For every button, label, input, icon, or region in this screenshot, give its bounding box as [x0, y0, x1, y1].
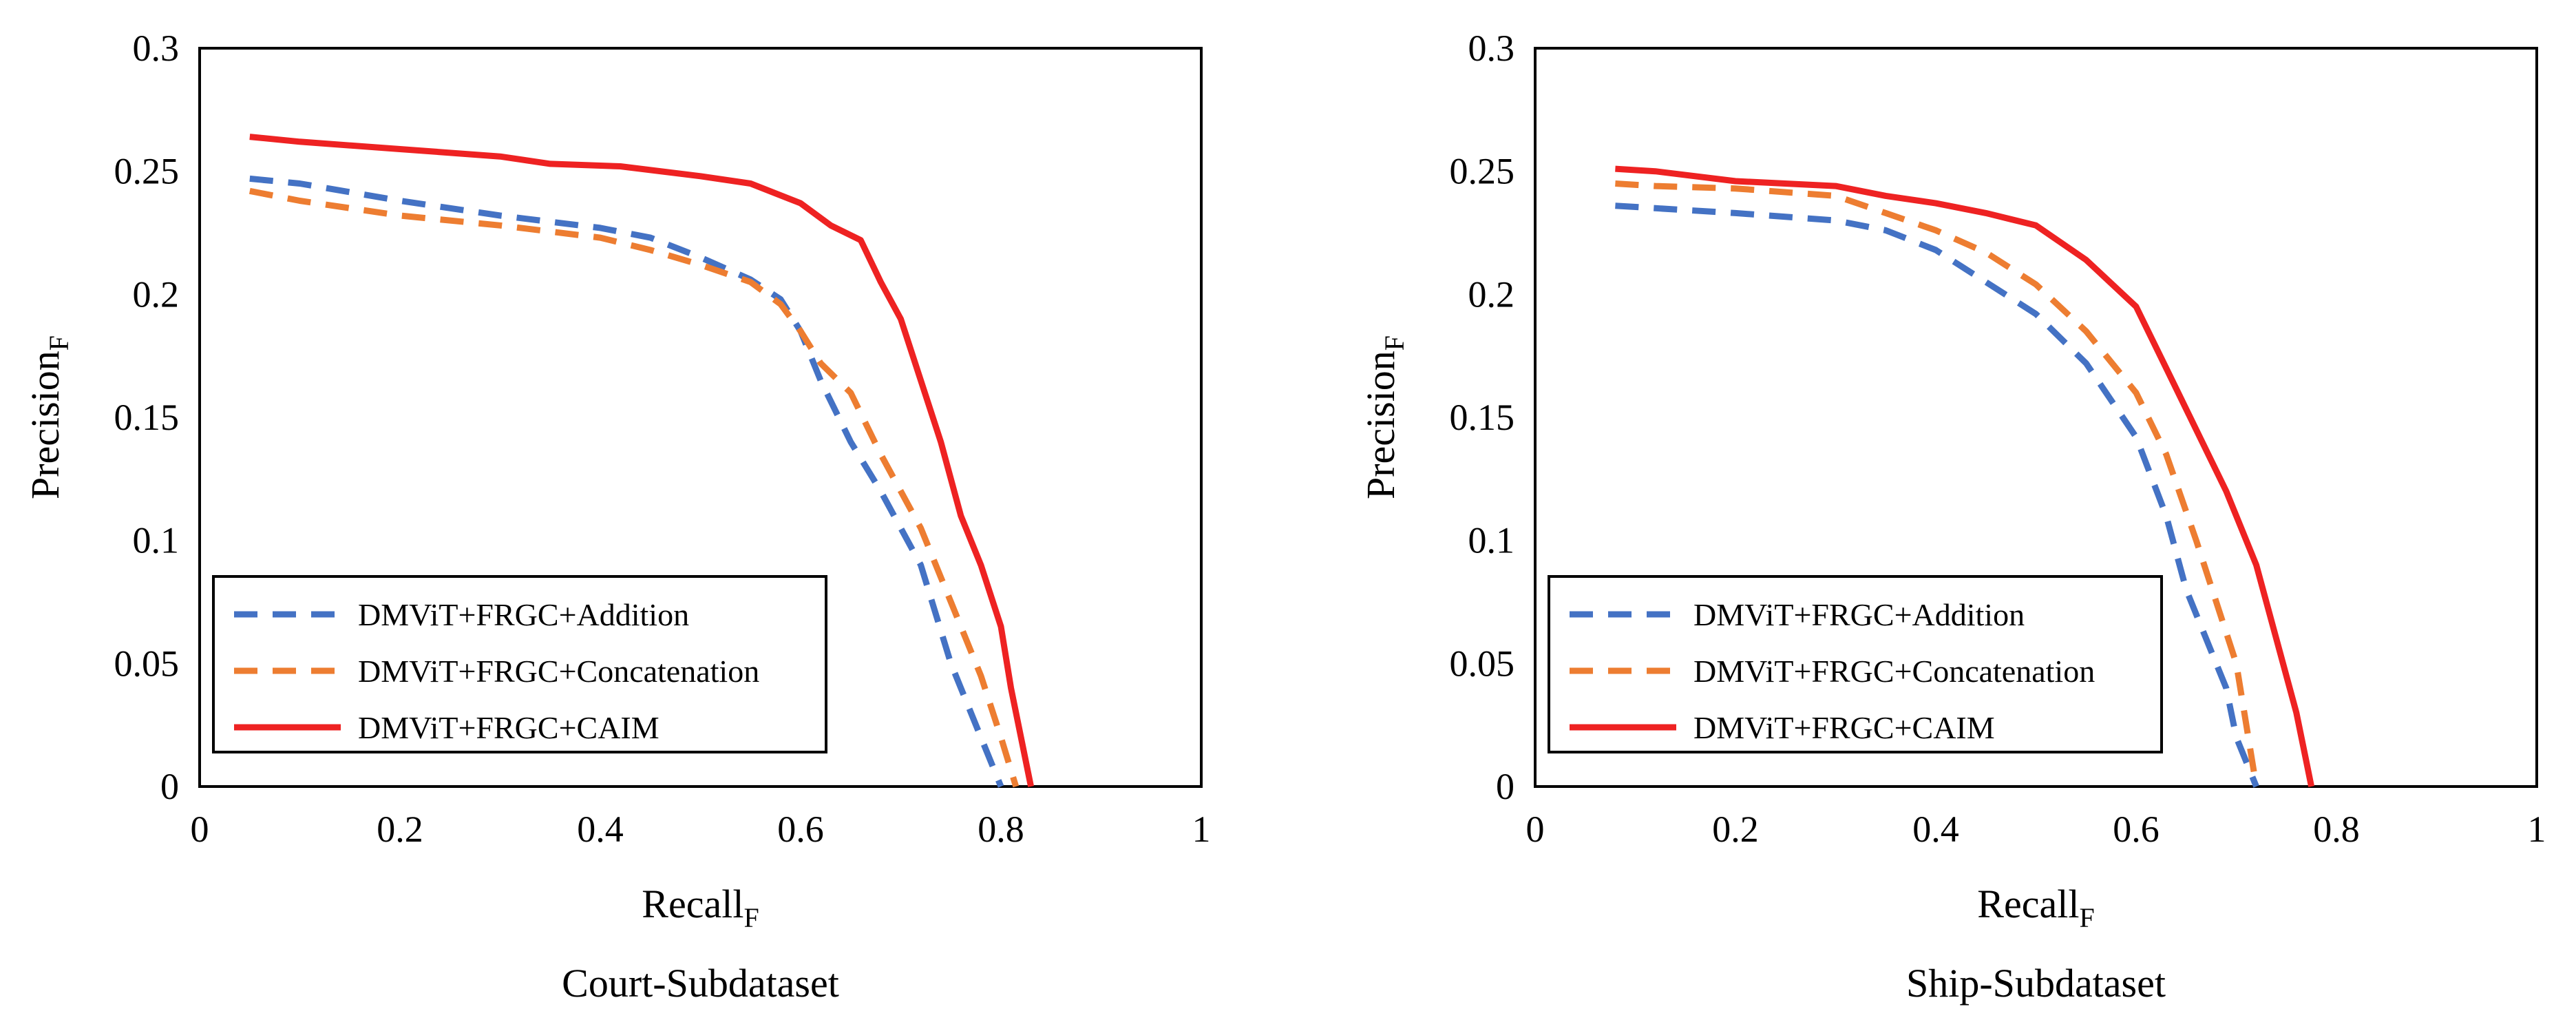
x-tick-label: 0.8: [2313, 809, 2360, 850]
legend: DMViT+FRGC+Addition DMViT+FRGC+Concatenat…: [1548, 575, 2163, 753]
series-line-1: [249, 175, 1004, 788]
y-axis-label-text: Precision: [23, 351, 67, 499]
y-tick-label: 0.05: [1450, 643, 1515, 684]
legend-label: DMViT+FRGC+CAIM: [1693, 710, 1995, 745]
x-tick-label: 0.4: [1912, 809, 1959, 850]
x-tick-label: 0: [191, 809, 209, 850]
y-tick-label: 0.05: [114, 643, 180, 684]
x-axis-label-text: Recall: [1977, 882, 2079, 926]
y-tick-label: 0.2: [1468, 273, 1515, 315]
series-line-2: [249, 187, 1020, 788]
legend-label: DMViT+FRGC+Concatenation: [358, 654, 759, 689]
x-axis-label: RecallF: [1977, 882, 2094, 933]
x-tick-label: 0.4: [577, 809, 624, 850]
x-tick-label: 1: [2528, 809, 2546, 850]
y-tick-label: 0.1: [1468, 520, 1515, 561]
x-tick-label: 0: [1526, 809, 1545, 850]
y-tick-label: 0: [1496, 766, 1514, 807]
legend-label: DMViT+FRGC+Addition: [1693, 597, 2025, 632]
y-tick-label: 0.25: [1450, 151, 1515, 192]
x-tick-label: 0.2: [377, 809, 423, 850]
legend-label: DMViT+FRGC+Concatenation: [1693, 654, 2095, 689]
x-tick-label: 0.2: [1712, 809, 1759, 850]
y-tick-label: 0.3: [1468, 28, 1515, 69]
x-tick-label: 0.8: [978, 809, 1024, 850]
plot-area-frame: [1534, 47, 2538, 788]
chart-caption: Court-Subdataset: [562, 961, 839, 1006]
x-axis-label-text: Recall: [642, 882, 743, 926]
plot-area-frame: [198, 47, 1203, 788]
y-tick-label: 0.3: [133, 28, 180, 69]
y-tick-label: 0.15: [1450, 397, 1515, 438]
legend-box: [212, 575, 827, 753]
series-line-1: [1615, 202, 2259, 788]
court-subdataset-chart: 0 0.05 0.1 0.15 0.2 0.25 0.3 0 0.2 0.4 0.6 0.8 1 Reca…: [23, 28, 1211, 1006]
x-axis-label: RecallF: [642, 882, 759, 933]
y-axis-label-subscript: F: [1379, 335, 1410, 351]
legend-label: DMViT+FRGC+Addition: [358, 597, 689, 632]
y-tick-label: 0.1: [133, 520, 180, 561]
series-line-3: [249, 134, 1035, 787]
y-axis-label-subscript: F: [43, 335, 74, 351]
x-axis-label-subscript: F: [2079, 902, 2094, 933]
y-axis-label-text: Precision: [1358, 351, 1403, 499]
y-tick-label: 0.15: [114, 397, 180, 438]
y-tick-label: 0: [160, 766, 179, 807]
legend-label: DMViT+FRGC+CAIM: [358, 710, 659, 745]
x-tick-label: 1: [1192, 809, 1211, 850]
x-tick-label: 0.6: [777, 809, 824, 850]
series-line-2: [1615, 180, 2260, 787]
x-axis-label-subscript: F: [743, 902, 759, 933]
chart-caption: Ship-Subdataset: [1906, 961, 2166, 1006]
x-tick-label: 0.6: [2113, 809, 2160, 850]
y-tick-label: 0.2: [133, 273, 180, 315]
y-tick-label: 0.25: [114, 151, 180, 192]
series-line-3: [1615, 165, 2315, 787]
y-axis-label: PrecisionF: [23, 335, 74, 499]
y-axis-label: PrecisionF: [1358, 335, 1410, 499]
legend-box: [1548, 575, 2163, 753]
legend: DMViT+FRGC+Addition DMViT+FRGC+Concatenat…: [212, 575, 827, 753]
ship-subdataset-chart: 0 0.05 0.1 0.15 0.2 0.25 0.3 0 0.2 0.4 0.6 0.8 1 Reca…: [1358, 28, 2546, 1006]
